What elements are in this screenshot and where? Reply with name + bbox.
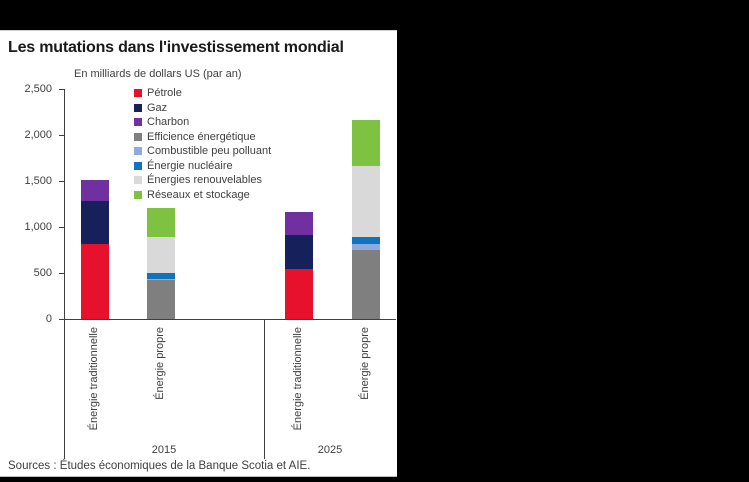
legend-swatch-icon — [134, 147, 142, 156]
bar-segment-gaz — [80, 201, 109, 244]
bar-segment-p-trole — [285, 269, 313, 319]
legend-label: Énergies renouvelables — [147, 174, 262, 187]
bar-segment--nergies-renouvelables — [147, 237, 175, 273]
y-axis-tick-label: 500 — [33, 267, 52, 279]
legend-item: Efficience énergétique — [134, 130, 271, 145]
legend-swatch-icon — [134, 190, 142, 199]
category-label: Énergie traditionnelle — [87, 327, 100, 431]
y-axis-tick-label: 0 — [45, 313, 52, 325]
legend-item: Charbon — [134, 115, 271, 130]
legend-label: Charbon — [147, 116, 190, 129]
category-group-separator — [264, 319, 265, 459]
legend-item: Réseaux et stockage — [134, 188, 271, 203]
legend-swatch-icon — [134, 118, 142, 127]
y-axis-tick-label: 1,500 — [24, 175, 52, 187]
bar-segment-charbon — [80, 180, 109, 202]
legend-swatch-icon — [134, 176, 142, 185]
legend-item: Combustible peu polluant — [134, 144, 271, 159]
legend-item: Gaz — [134, 101, 271, 116]
legend-label: Efficience énergétique — [147, 130, 256, 143]
category-label: Énergie propre — [154, 327, 166, 400]
legend-swatch-icon — [134, 132, 142, 141]
y-axis-tick — [59, 135, 64, 136]
legend-label: Réseaux et stockage — [147, 188, 250, 201]
category-label: Énergie propre — [359, 327, 371, 400]
y-axis-tick-label: 2,500 — [24, 83, 52, 95]
y-axis-line — [64, 89, 65, 319]
legend-label: Gaz — [147, 101, 168, 114]
legend-swatch-icon — [134, 161, 142, 170]
y-axis-tick — [59, 227, 64, 228]
bar-segment-p-trole — [80, 243, 109, 319]
chart-subtitle: En milliards de dollars US (par an) — [74, 68, 242, 80]
legend-swatch-icon — [134, 89, 142, 98]
y-axis-tick — [59, 89, 64, 90]
bar-segment-r-seaux-et-stockage — [352, 119, 380, 166]
y-axis-tick — [59, 273, 64, 274]
legend-label: Énergie nucléaire — [147, 159, 233, 172]
y-axis-tick-label: 1,000 — [24, 221, 52, 233]
bar-segment--nergies-renouvelables — [352, 165, 380, 237]
legend-item: Énergies renouvelables — [134, 173, 271, 188]
legend-item: Pétrole — [134, 86, 271, 101]
group-year-label: 2015 — [151, 444, 177, 456]
bar-segment-combustible-peu-polluant — [147, 278, 175, 280]
bar-segment--nergie-nucl-aire — [352, 236, 380, 245]
legend-swatch-icon — [134, 103, 142, 112]
chart-panel: Les mutations dans l'investissement mond… — [0, 30, 397, 477]
group-year-label: 2025 — [317, 444, 343, 456]
chart-title: Les mutations dans l'investissement mond… — [8, 39, 344, 56]
bar-segment-gaz — [285, 235, 313, 270]
y-axis-tick — [59, 319, 64, 320]
bar-segment-efficience-nerg-tique — [352, 249, 380, 319]
category-label: Énergie traditionnelle — [292, 327, 304, 431]
bar-segment-combustible-peu-polluant — [352, 244, 380, 250]
bar-segment-charbon — [285, 212, 313, 236]
legend-label: Pétrole — [147, 87, 182, 100]
bar-segment-r-seaux-et-stockage — [147, 208, 175, 238]
category-group-separator — [64, 319, 65, 459]
legend-item: Énergie nucléaire — [134, 159, 271, 174]
y-axis-tick — [59, 181, 64, 182]
y-axis-tick-label: 2,000 — [24, 129, 52, 141]
legend-label: Combustible peu polluant — [147, 145, 272, 158]
source-note: Sources : Études économiques de la Banqu… — [8, 460, 311, 472]
bar-segment-efficience-nerg-tique — [147, 279, 175, 319]
x-axis-line — [64, 319, 396, 320]
chart-legend: Pétrole Gaz Charbon Efficience énergétique C… — [134, 86, 271, 202]
bar-segment--nergie-nucl-aire — [147, 273, 175, 279]
